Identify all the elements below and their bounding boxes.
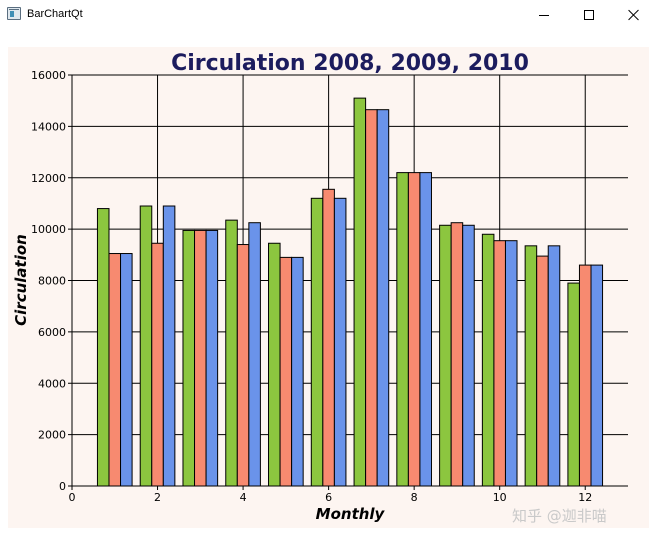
y-axis-label: Circulation: [12, 234, 30, 326]
x-tick-label: 0: [69, 491, 76, 504]
bar-series-1: [96, 208, 110, 487]
x-tick-label: 6: [325, 491, 332, 504]
x-tick-label: 4: [240, 491, 247, 504]
x-axis-label: Monthly: [316, 505, 386, 523]
bar-series-3: [462, 224, 475, 487]
y-tick-label: 4000: [38, 377, 66, 390]
bar-series-3: [162, 205, 176, 487]
bar-series-2: [279, 256, 293, 487]
y-tick-label: 14000: [31, 120, 66, 133]
bar-series-2: [151, 242, 164, 487]
x-tick-label: 12: [578, 491, 592, 504]
bar-series-3: [547, 245, 561, 487]
y-tick-label: 10000: [31, 223, 66, 236]
bar-series-2: [108, 253, 122, 487]
bar-series-1: [567, 282, 580, 487]
bar-series-1: [268, 242, 281, 487]
chart-title: Circulation 2008, 2009, 2010: [171, 51, 529, 76]
minimize-icon: [539, 14, 549, 16]
bar-series-2: [365, 109, 378, 487]
y-tick-label: 0: [59, 480, 66, 493]
x-tick-label: 10: [493, 491, 507, 504]
window-title: BarChartQt: [27, 8, 83, 20]
y-tick-label: 2000: [38, 429, 66, 442]
bar-series-3: [291, 256, 304, 487]
bar-series-3: [120, 253, 133, 487]
bar-series-2: [407, 172, 421, 487]
bar-series-2: [493, 240, 506, 487]
y-tick-label: 6000: [38, 326, 66, 339]
x-tick-label: 8: [411, 491, 418, 504]
bar-series-1: [310, 197, 324, 487]
y-tick-label: 8000: [38, 275, 66, 288]
bar-series-2: [578, 264, 592, 487]
bar-series-2: [536, 255, 549, 487]
maximize-icon: [584, 10, 594, 20]
y-tick-label: 16000: [31, 69, 66, 82]
bar-series-3: [248, 222, 261, 487]
watermark-text: 知乎 @迦非喵: [512, 507, 607, 525]
bar-series-2: [450, 222, 464, 487]
x-tick-label: 2: [154, 491, 161, 504]
bar-series-1: [524, 245, 538, 487]
bar-series-1: [139, 205, 153, 487]
bar-series-3: [504, 240, 518, 487]
bar-series-2: [322, 188, 335, 487]
bar-series-3: [205, 229, 219, 487]
bars: [96, 97, 604, 487]
app-window-icon: [7, 7, 21, 20]
bar-series-3: [376, 109, 390, 487]
bar-series-2: [194, 229, 207, 487]
minimize-button[interactable]: [521, 0, 567, 30]
axes: 0 2000 4000 6000 8000 10000 12000 14000 16000 0 2 4…: [31, 69, 628, 504]
bar-series-1: [182, 229, 196, 487]
bar-series-3: [419, 172, 432, 487]
bar-series-1: [481, 233, 495, 487]
bar-series-3: [590, 264, 604, 487]
bar-series-1: [439, 224, 452, 487]
bar-series-1: [225, 219, 238, 487]
bar-series-3: [333, 197, 347, 487]
bar-series-1: [396, 172, 409, 487]
maximize-button[interactable]: [566, 0, 612, 30]
window-titlebar: BarChartQt: [0, 0, 655, 30]
y-tick-label: 12000: [31, 172, 66, 185]
bar-series-2: [236, 244, 250, 487]
bar-series-1: [353, 97, 367, 487]
